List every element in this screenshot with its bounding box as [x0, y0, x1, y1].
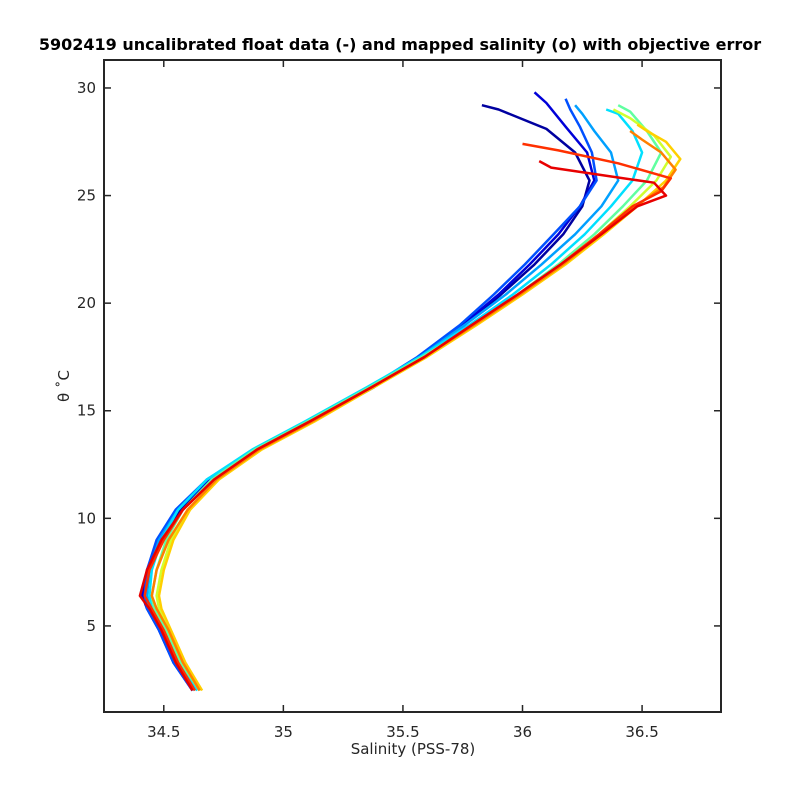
y-axis-label: θ ˚C [55, 370, 73, 402]
x-tick-label: 36.5 [625, 723, 658, 741]
x-axis-label: Salinity (PSS-78) [351, 740, 476, 758]
x-tick-label: 35.5 [386, 723, 419, 741]
y-tick-label: 20 [77, 294, 96, 312]
axes-frame [103, 59, 722, 713]
x-tick-label: 36 [513, 723, 532, 741]
y-tick-label: 15 [77, 402, 96, 420]
profile-line-11 [138, 160, 668, 692]
x-tick-label: 34.5 [147, 723, 180, 741]
profile-lines [138, 91, 682, 692]
plot-area [104, 60, 721, 712]
y-tick-label: 5 [86, 617, 96, 635]
y-tick-label: 25 [77, 187, 96, 205]
x-tick-label: 35 [274, 723, 293, 741]
y-tick-label: 10 [77, 509, 96, 527]
chart-title: 5902419 uncalibrated float data (-) and … [39, 35, 761, 54]
axis-ticks: 34.5 35 35.5 36 36.5 5 10 15 20 25 30 [77, 60, 721, 741]
y-tick-label: 30 [77, 79, 96, 97]
